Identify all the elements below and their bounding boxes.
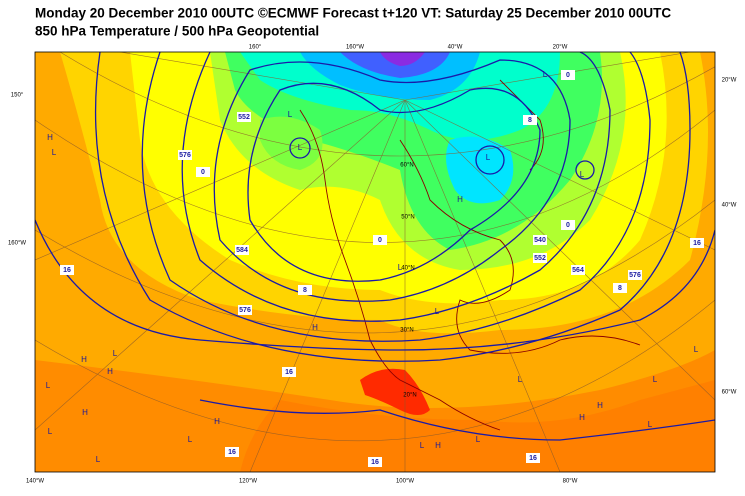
contour-label: 0 <box>566 222 570 229</box>
pressure-center: L <box>188 435 193 444</box>
label-box <box>196 167 210 177</box>
contour-label: 8 <box>528 117 532 124</box>
label-box <box>561 70 575 80</box>
contour-label: 552 <box>238 114 250 121</box>
contour-label: 16 <box>371 459 379 466</box>
edge-coordinate-label: 120°W <box>239 479 257 485</box>
pressure-center: L <box>48 427 53 436</box>
map-fields <box>35 52 715 472</box>
edge-coordinate-label: 150° <box>11 93 24 99</box>
pressure-center: L <box>543 70 548 79</box>
pressure-center: L <box>580 170 585 179</box>
label-box <box>237 112 251 122</box>
contour-label: 576 <box>239 307 251 314</box>
label-box <box>690 238 704 248</box>
label-box <box>571 265 585 275</box>
pressure-center: L <box>288 110 293 119</box>
label-box <box>225 447 239 457</box>
pressure-center: L <box>518 375 523 384</box>
label-box <box>235 245 249 255</box>
title-line-1: Monday 20 December 2010 00UTC ©ECMWF For… <box>35 6 671 21</box>
pressure-center: L <box>113 349 118 358</box>
label-box <box>628 270 642 280</box>
latitude-label: 30°N <box>400 328 413 334</box>
label-box <box>523 115 537 125</box>
label-box <box>561 220 575 230</box>
pressure-center: H <box>597 401 603 410</box>
label-box <box>533 235 547 245</box>
edge-coordinate-label: 40°W <box>722 203 737 209</box>
latitude-label: 50°N <box>401 215 414 221</box>
contour-label: 0 <box>201 169 205 176</box>
pressure-center: H <box>579 413 585 422</box>
label-box <box>373 235 387 245</box>
contour-label: 16 <box>63 267 71 274</box>
contour-label: 576 <box>179 152 191 159</box>
edge-coordinate-label: 20°W <box>722 78 737 84</box>
pressure-center: H <box>47 133 53 142</box>
contour-label: 564 <box>572 267 584 274</box>
label-box <box>526 453 540 463</box>
pressure-center: L <box>46 381 51 390</box>
contour-label: 16 <box>693 240 701 247</box>
contour-label: 16 <box>228 449 236 456</box>
edge-coordinate-label: 40°W <box>448 45 463 51</box>
latitude-label: 20°N <box>403 393 416 399</box>
edge-coordinate-label: 160° <box>249 45 262 51</box>
contour-label: 0 <box>378 237 382 244</box>
edge-coordinate-label: 20°W <box>553 45 568 51</box>
pressure-center: H <box>81 355 87 364</box>
pressure-center: H <box>82 408 88 417</box>
map-frame <box>34 51 716 473</box>
contour-label: 540 <box>534 237 546 244</box>
latitude-label: 60°N <box>400 163 413 169</box>
pressure-center: L <box>52 148 57 157</box>
edge-coordinate-label: 140°W <box>26 479 44 485</box>
contour-label: 0 <box>566 72 570 79</box>
label-box <box>238 305 252 315</box>
edge-coordinate-label: 100°W <box>396 479 414 485</box>
pressure-center: L <box>96 455 101 464</box>
contour-label: 584 <box>236 247 248 254</box>
coastlines <box>299 79 641 431</box>
label-box <box>60 265 74 275</box>
pressure-center: H <box>435 441 441 450</box>
label-box <box>613 283 627 293</box>
pressure-center: L <box>653 375 658 384</box>
pressure-center: L <box>298 143 303 152</box>
pressure-center: L <box>398 263 403 272</box>
pressure-center: L <box>694 345 699 354</box>
pressure-center: L <box>420 441 425 450</box>
pressure-center: L <box>486 153 491 162</box>
contour-label: 552 <box>534 255 546 262</box>
geopotential-contours <box>35 52 715 441</box>
label-box <box>178 150 192 160</box>
pressure-center: H <box>457 195 463 204</box>
edge-coordinate-label: 60°W <box>722 390 737 396</box>
pressure-center: H <box>107 367 113 376</box>
title-line-2: 850 hPa Temperature / 500 hPa Geopotenti… <box>35 24 319 39</box>
pressure-center: H <box>214 417 220 426</box>
contour-label: 8 <box>303 287 307 294</box>
edge-coordinate-label: 80°W <box>563 479 578 485</box>
pressure-center: L <box>648 420 653 429</box>
pressure-center: H <box>312 323 318 332</box>
label-box <box>298 285 312 295</box>
pressure-center: L <box>435 307 440 316</box>
label-box <box>368 457 382 467</box>
edge-coordinate-label: 160°W <box>8 241 26 247</box>
label-box <box>282 367 296 377</box>
contour-label: 576 <box>629 272 641 279</box>
contour-label: 16 <box>285 369 293 376</box>
edge-coordinate-label: 160°W <box>346 45 364 51</box>
latitude-label: 40°N <box>401 266 414 272</box>
pressure-center: L <box>476 435 481 444</box>
contour-label: 8 <box>618 285 622 292</box>
label-box <box>533 253 547 263</box>
contour-label: 16 <box>529 455 537 462</box>
